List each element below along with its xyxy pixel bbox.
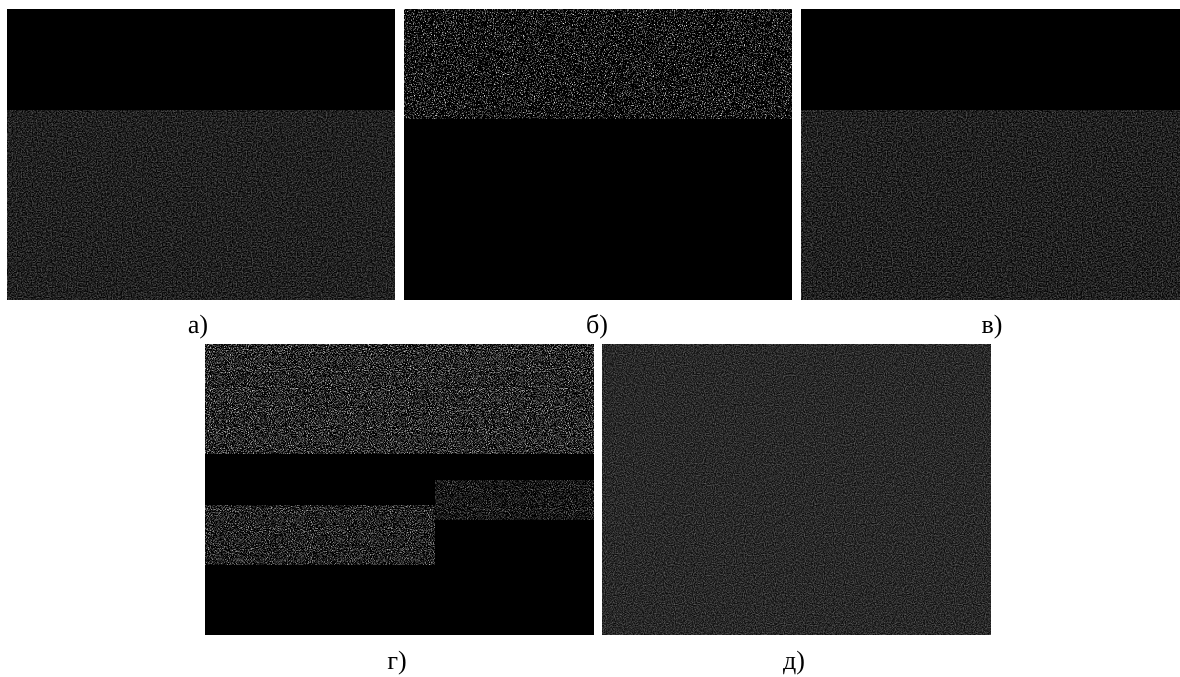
panel-image: [801, 9, 1180, 300]
figure: а) б) в) г) д): [0, 0, 1180, 677]
panel-image: [205, 344, 594, 635]
panel-label: г): [387, 646, 406, 675]
panel-image: [404, 9, 792, 300]
panel-label: в): [982, 310, 1003, 339]
panel-image: [602, 344, 991, 635]
page: а) б) в) г) д) (() => { const data = JSO…: [0, 0, 1180, 677]
panel-image: [7, 9, 395, 300]
panel-label: д): [783, 646, 805, 675]
panel-label: а): [188, 310, 208, 339]
panel-label: б): [586, 310, 608, 339]
